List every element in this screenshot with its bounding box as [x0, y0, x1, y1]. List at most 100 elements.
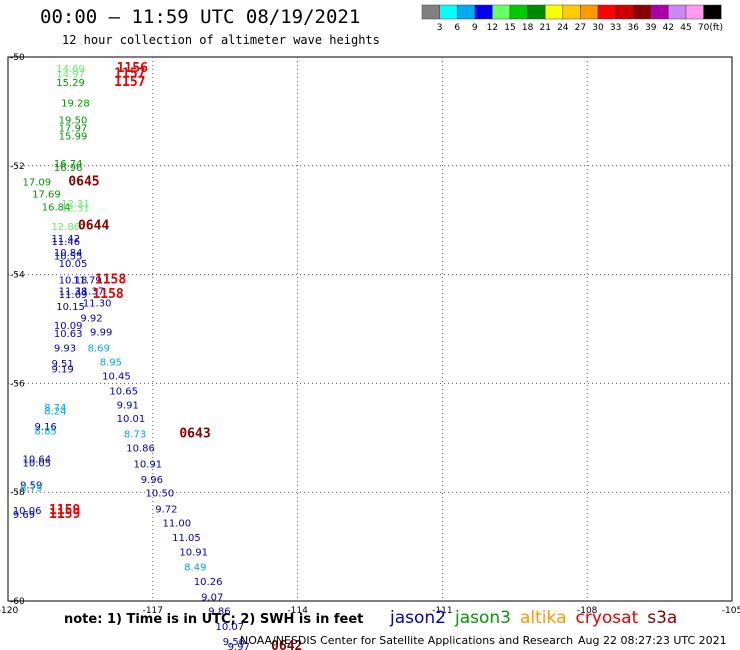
color-scale-label: 45 — [680, 23, 691, 33]
wave-height-label: 9.69 — [13, 510, 35, 521]
wave-height-label: 16.74 — [54, 159, 83, 170]
wave-height-label: 11.00 — [162, 518, 191, 529]
wave-height-label: 14.97 — [56, 70, 85, 81]
satellite-legend: jason2 jason3 altika cryosat s3a — [390, 608, 677, 628]
wave-height-label: 10.65 — [109, 386, 138, 397]
satellite-legend-jason2: jason2 — [390, 608, 446, 628]
footer-credit: NOAA/NESDIS Center for Satellite Applica… — [240, 634, 574, 647]
pass-time-label: 1159 — [49, 507, 80, 522]
wave-height-label: 10.64 — [22, 454, 51, 465]
wave-height-label: 10.45 — [102, 372, 131, 383]
color-scale-unit: (ft) — [709, 23, 723, 33]
pass-time-label: 0643 — [179, 426, 210, 441]
wave-height-label: 9.99 — [90, 328, 112, 339]
wave-height-label: 11.69 — [59, 290, 88, 301]
color-scale-label: 36 — [627, 23, 639, 33]
wave-height-label: 10.86 — [126, 443, 155, 454]
wave-height-label: 9.72 — [155, 504, 177, 515]
wave-height-label: 8.85 — [35, 427, 57, 438]
wave-height-label: 8.95 — [100, 357, 122, 368]
color-swatch — [544, 4, 564, 20]
wave-height-label: 8.69 — [88, 343, 110, 354]
color-swatch — [703, 4, 722, 20]
wave-height-label: 11.37 — [76, 287, 105, 298]
color-swatch — [421, 4, 440, 20]
chart-subtitle: 12 hour collection of altimeter wave hei… — [62, 33, 380, 47]
pass-time-label: 0644 — [78, 218, 109, 233]
footer-note: note: 1) Time is in UTC; 2) SWH is in fe… — [64, 612, 364, 627]
plot-frame — [7, 56, 733, 602]
color-swatch — [632, 4, 652, 20]
wave-height-label: 16.96 — [54, 163, 83, 174]
pass-time-label: 1158 — [95, 272, 126, 287]
wave-height-label: 9.91 — [117, 400, 139, 411]
y-tick-label: -50 — [10, 53, 25, 63]
color-scale-label: 30 — [592, 23, 604, 33]
color-scale-label: 42 — [663, 23, 674, 33]
color-swatch — [562, 4, 581, 20]
color-swatch — [615, 4, 634, 20]
wave-height-label: 8.49 — [184, 563, 206, 574]
wave-height-label: 8.74 — [44, 403, 66, 414]
color-scale-legend: 3 6 9 12 15 18 21 24 27 30 33 36 39 42 45 70 (ft) — [421, 4, 723, 33]
color-swatch — [439, 4, 458, 20]
pass-time-label: 1156 — [117, 61, 148, 76]
color-swatch — [527, 4, 546, 20]
color-swatch — [492, 4, 511, 20]
wave-height-label: 9.56 — [223, 637, 245, 648]
wave-height-label: 15.29 — [56, 78, 85, 89]
wave-height-label: 9.51 — [51, 359, 73, 370]
color-swatch — [668, 4, 687, 20]
wave-height-label: 10.05 — [59, 259, 88, 270]
wave-height-label: 10.18 — [59, 275, 88, 286]
color-swatch — [685, 4, 704, 20]
x-tick-label: -120 — [0, 606, 18, 616]
x-tick-label: -105 — [722, 606, 740, 616]
wave-height-label: 10.07 — [216, 622, 245, 633]
wave-height-label: 11.38 — [59, 287, 88, 298]
wave-height-label: 11.46 — [51, 237, 80, 248]
wave-height-label: 10.01 — [117, 414, 146, 425]
wave-height-label: 8.73 — [124, 429, 146, 440]
axis-ticks: -120 -117 -114 -111 -108 -105 -50 -52 -54 -56 -58 -… — [0, 53, 740, 616]
wave-height-label: 12.31 — [61, 199, 90, 210]
wave-height-label: 10.26 — [194, 577, 223, 588]
color-scale-label: 15 — [504, 23, 515, 33]
wave-height-label: 8.24 — [44, 406, 66, 417]
pass-time-label: 1157 — [114, 75, 145, 90]
wave-height-label: 10.84 — [54, 248, 83, 259]
color-scale-label: 27 — [575, 23, 586, 33]
footer-timestamp: Aug 22 08:27:23 UTC 2021 — [578, 634, 727, 647]
color-scale-label: 21 — [539, 23, 550, 33]
wave-height-label: 19.28 — [61, 99, 90, 110]
wave-height-label: 11.30 — [83, 299, 112, 310]
color-swatch — [650, 4, 669, 20]
satellite-legend-jason3: jason3 — [455, 608, 511, 628]
satellite-legend-s3a: s3a — [647, 608, 678, 628]
grid-lines — [8, 57, 732, 601]
wave-height-label: 11.42 — [51, 234, 80, 245]
wave-height-label: 10.91 — [179, 547, 208, 558]
wave-height-label: 9.16 — [35, 422, 57, 433]
wave-height-label: 12.31 — [61, 203, 90, 214]
color-swatch — [474, 4, 493, 20]
color-swatch — [597, 4, 616, 20]
x-tick-label: -108 — [577, 606, 598, 616]
color-scale-label: 18 — [522, 23, 534, 33]
pass-time-label: 0645 — [68, 174, 99, 189]
wave-height-label: 14.69 — [56, 64, 85, 75]
wave-height-label: 9.96 — [141, 475, 163, 486]
y-tick-label: -56 — [10, 379, 25, 389]
wave-height-label: 9.59 — [20, 480, 42, 491]
wave-height-label: 9.19 — [51, 365, 73, 376]
pass-time-label: 0642 — [271, 639, 302, 650]
y-tick-label: -54 — [10, 271, 25, 281]
y-tick-label: -52 — [10, 162, 25, 172]
wave-height-label: 17.69 — [32, 189, 61, 200]
x-tick-label: -111 — [432, 606, 452, 616]
satellite-legend-altika: altika — [520, 608, 567, 628]
color-scale-label: 39 — [645, 23, 657, 33]
color-swatch — [509, 4, 528, 20]
color-swatch — [580, 4, 599, 20]
wave-height-label: 11.05 — [172, 533, 201, 544]
